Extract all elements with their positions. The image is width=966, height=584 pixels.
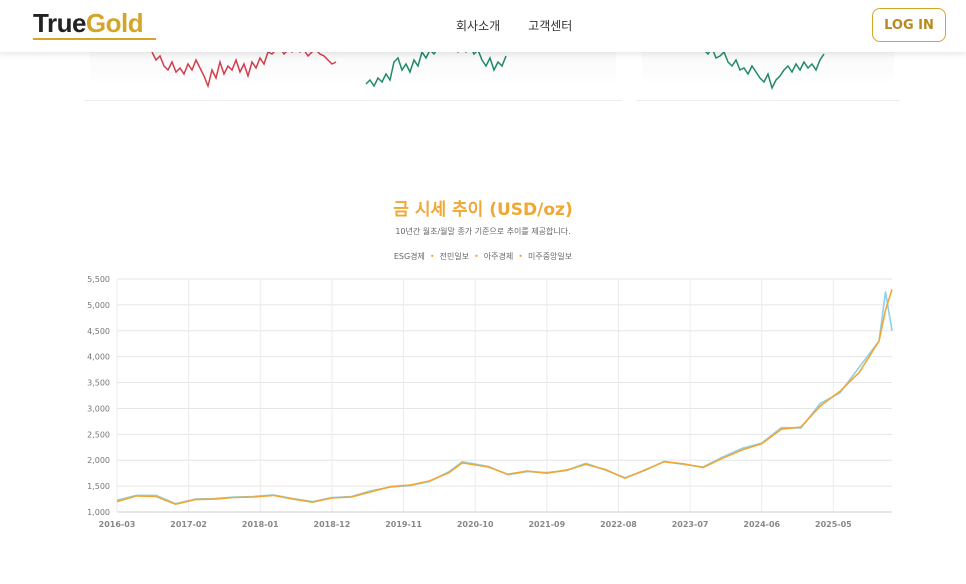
top-header: TrueGold 회사소개 고객센터 LOG IN — [0, 0, 966, 52]
nav-support[interactable]: 고객센터 — [528, 19, 573, 33]
x-tick-label: 2016-03 — [99, 520, 136, 529]
separator-dot-icon: • — [474, 252, 479, 261]
x-tick-label: 2022-08 — [600, 520, 637, 529]
separator-dot-icon: • — [429, 252, 435, 261]
separator-dot-icon: • — [518, 252, 523, 261]
source-item[interactable]: 미주중앙일보 — [527, 252, 573, 261]
x-tick-label: 2019-11 — [385, 520, 422, 529]
login-button[interactable]: LOG IN — [872, 8, 946, 42]
sparkline-red — [151, 44, 337, 89]
y-tick-label: 3,500 — [87, 379, 110, 388]
x-tick-label: 2017-02 — [170, 520, 207, 529]
x-tick-label: 2020-10 — [457, 520, 494, 529]
x-tick-label: 2021-09 — [528, 520, 565, 529]
source-item[interactable]: ESG경제 — [393, 252, 425, 261]
x-tick-label: 2024-06 — [743, 520, 780, 529]
chart-subtitle: 10년간 월초/월말 종가 기준으로 추이를 제공합니다. — [395, 227, 571, 236]
series-line-2[interactable] — [116, 289, 893, 505]
y-tick-label: 1,500 — [87, 482, 110, 491]
y-tick-label: 1,000 — [87, 508, 110, 517]
logo-text-true: True — [33, 8, 86, 38]
x-tick-label: 2023-07 — [672, 520, 709, 529]
logo-text-gold: Gold — [85, 8, 144, 38]
y-tick-label: 3,000 — [87, 404, 110, 413]
y-tick-label: 2,500 — [87, 430, 110, 439]
y-tick-label: 4,000 — [87, 353, 110, 362]
gold-price-chart[interactable]: 1,000 1,500 2,000 2,500 3,000 3,500 4,000 4,500… — [0, 268, 966, 538]
series-line-1[interactable] — [116, 291, 893, 505]
chart-title: 금 시세 추이 (USD/oz) — [393, 200, 573, 220]
main-nav: 회사소개 고객센터 — [456, 17, 572, 34]
truegold-logo[interactable]: TrueGold — [33, 8, 144, 38]
y-tick-label: 4,500 — [87, 327, 110, 336]
y-tick-label: 2,000 — [87, 456, 110, 465]
source-list: ESG경제 • 전민일보 • 아주경제 • 미주중앙일보 — [0, 251, 966, 262]
x-tick-label: 2025-05 — [815, 520, 852, 529]
nav-company[interactable]: 회사소개 — [456, 19, 501, 33]
source-item[interactable]: 전민일보 — [439, 252, 470, 261]
source-item[interactable]: 아주경제 — [483, 252, 514, 261]
y-tick-label: 5,000 — [87, 301, 110, 310]
x-tick-label: 2018-01 — [242, 520, 279, 529]
x-tick-label: 2018-12 — [314, 520, 351, 529]
y-tick-label: 5,500 — [87, 275, 110, 284]
sparkline-green-2 — [703, 46, 825, 91]
logo-underline — [33, 38, 156, 40]
